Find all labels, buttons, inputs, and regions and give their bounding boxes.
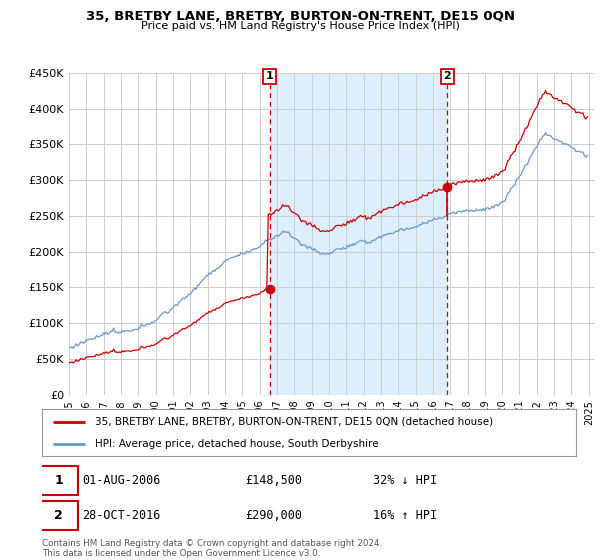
FancyBboxPatch shape [40, 466, 78, 495]
Text: 35, BRETBY LANE, BRETBY, BURTON-ON-TRENT, DE15 0QN (detached house): 35, BRETBY LANE, BRETBY, BURTON-ON-TRENT… [95, 417, 494, 427]
FancyBboxPatch shape [40, 501, 78, 530]
Text: 2: 2 [443, 71, 451, 81]
Text: Price paid vs. HM Land Registry's House Price Index (HPI): Price paid vs. HM Land Registry's House … [140, 21, 460, 31]
Text: £290,000: £290,000 [245, 508, 302, 522]
Text: 16% ↑ HPI: 16% ↑ HPI [373, 508, 437, 522]
Text: Contains HM Land Registry data © Crown copyright and database right 2024.
This d: Contains HM Land Registry data © Crown c… [42, 539, 382, 558]
Bar [269, 73, 447, 395]
Text: HPI: Average price, detached house, South Derbyshire: HPI: Average price, detached house, Sout… [95, 438, 379, 449]
Text: 2: 2 [54, 508, 63, 522]
Text: 35, BRETBY LANE, BRETBY, BURTON-ON-TRENT, DE15 0QN: 35, BRETBY LANE, BRETBY, BURTON-ON-TRENT… [86, 10, 515, 22]
Text: £148,500: £148,500 [245, 474, 302, 487]
Text: 28-OCT-2016: 28-OCT-2016 [82, 508, 160, 522]
Text: 1: 1 [54, 474, 63, 487]
Text: 32% ↓ HPI: 32% ↓ HPI [373, 474, 437, 487]
Text: 01-AUG-2006: 01-AUG-2006 [82, 474, 160, 487]
Text: 1: 1 [266, 71, 274, 81]
